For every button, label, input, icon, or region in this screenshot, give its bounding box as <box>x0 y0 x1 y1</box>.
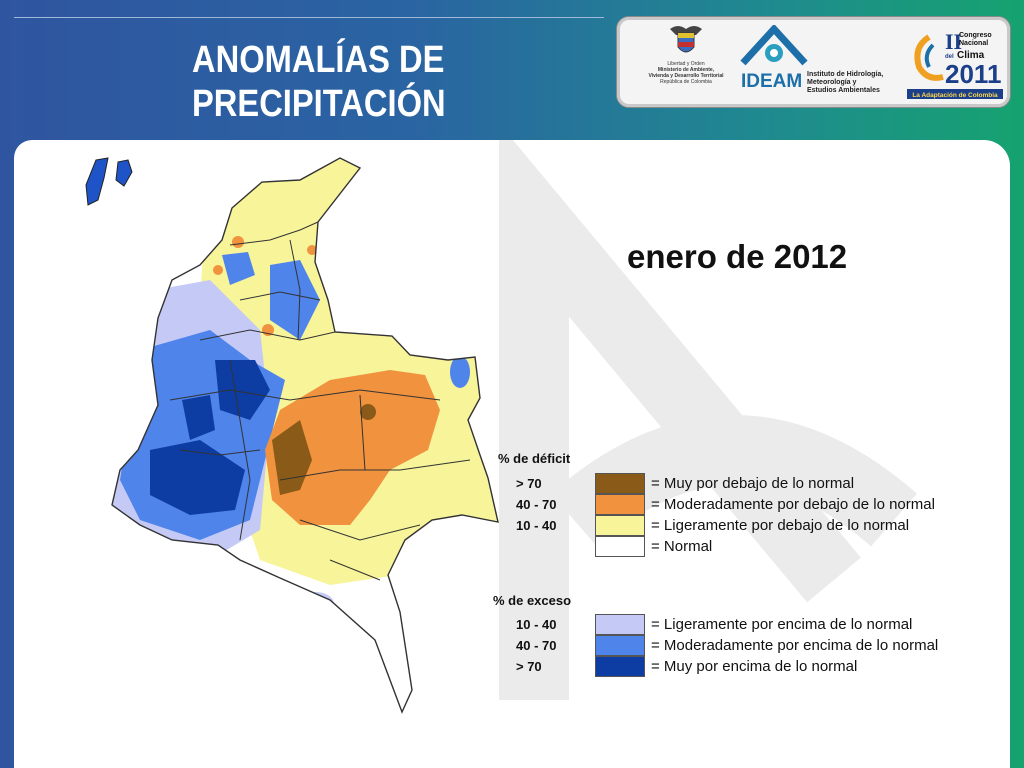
map-date: enero de 2012 <box>627 238 848 275</box>
ideam-desc-line: Meteorología y <box>807 79 857 86</box>
ideam-description: Instituto de Hidrología, Meteorología y … <box>807 71 883 95</box>
legend-swatch <box>595 536 645 557</box>
ideam-eye-icon <box>740 25 808 66</box>
legend-swatch <box>595 614 645 635</box>
legend-range: 40 - 70 <box>516 497 557 512</box>
ideam-logo: IDEAM Instituto de Hidrología, Meteorolo… <box>735 25 885 97</box>
legend-description: = Muy por encima de lo normal <box>651 658 858 675</box>
congreso-word: Congreso <box>959 32 992 39</box>
page-title: ANOMALÍAS DE PRECIPITACIÓN <box>192 38 446 126</box>
legend-range: 10 - 40 <box>516 617 557 632</box>
deficit-legend-title: % de déficit <box>498 451 571 466</box>
ideam-name: IDEAM <box>741 71 803 92</box>
legend-swatch <box>595 656 645 677</box>
ideam-desc-line: Estudios Ambientales <box>807 87 880 94</box>
clima-word: Clima <box>957 50 985 61</box>
congreso-clima-icon: II Congreso Nacional del Clima 2011 La A… <box>907 29 1003 99</box>
ideam-desc-line: Instituto de Hidrología, <box>807 71 884 78</box>
legend-range: > 70 <box>516 476 542 491</box>
ministry-line: Libertad y Orden <box>667 61 705 67</box>
legend-description: = Muy por debajo de lo normal <box>651 475 855 492</box>
legend-description: = Moderadamente por encima de lo normal <box>651 637 939 654</box>
legend-swatch <box>595 635 645 656</box>
legend-swatch <box>595 494 645 515</box>
exceso-legend-title: % de exceso <box>493 593 572 608</box>
legend-description: = Moderadamente por debajo de lo normal <box>651 496 935 513</box>
legend-swatch <box>595 473 645 494</box>
legend-swatch <box>595 515 645 536</box>
ministry-line: Vivienda y Desarrollo Territorial <box>648 73 724 79</box>
title-line-1: ANOMALÍAS DE <box>192 39 445 81</box>
congreso-roman: II <box>945 29 962 54</box>
content-card <box>14 140 1010 768</box>
ministry-line: Ministerio de Ambiente, <box>657 67 715 73</box>
title-line-2: PRECIPITACIÓN <box>192 83 446 125</box>
year-2011: 2011 <box>945 59 1001 89</box>
header-divider <box>14 17 604 18</box>
nacional-word: Nacional <box>959 40 988 47</box>
ministry-logo: Libertad y Orden Ministerio de Ambiente,… <box>631 23 741 85</box>
legend-description: = Normal <box>651 538 713 555</box>
coat-of-arms-icon <box>670 26 702 53</box>
ministry-line: República de Colombia <box>660 79 712 85</box>
legend-description: = Ligeramente por debajo de lo normal <box>651 517 910 534</box>
logos-panel: Libertad y Orden Ministerio de Ambiente,… <box>617 17 1010 107</box>
legend-description: = Ligeramente por encima de lo normal <box>651 616 913 633</box>
legend-range: > 70 <box>516 659 542 674</box>
legend-range: 10 - 40 <box>516 518 557 533</box>
del-word: del <box>945 54 954 60</box>
congreso-tagline: La Adaptación de Colombia <box>912 92 998 99</box>
congreso-logo: II Congreso Nacional del Clima 2011 La A… <box>907 25 1003 103</box>
legend-range: 40 - 70 <box>516 638 557 653</box>
